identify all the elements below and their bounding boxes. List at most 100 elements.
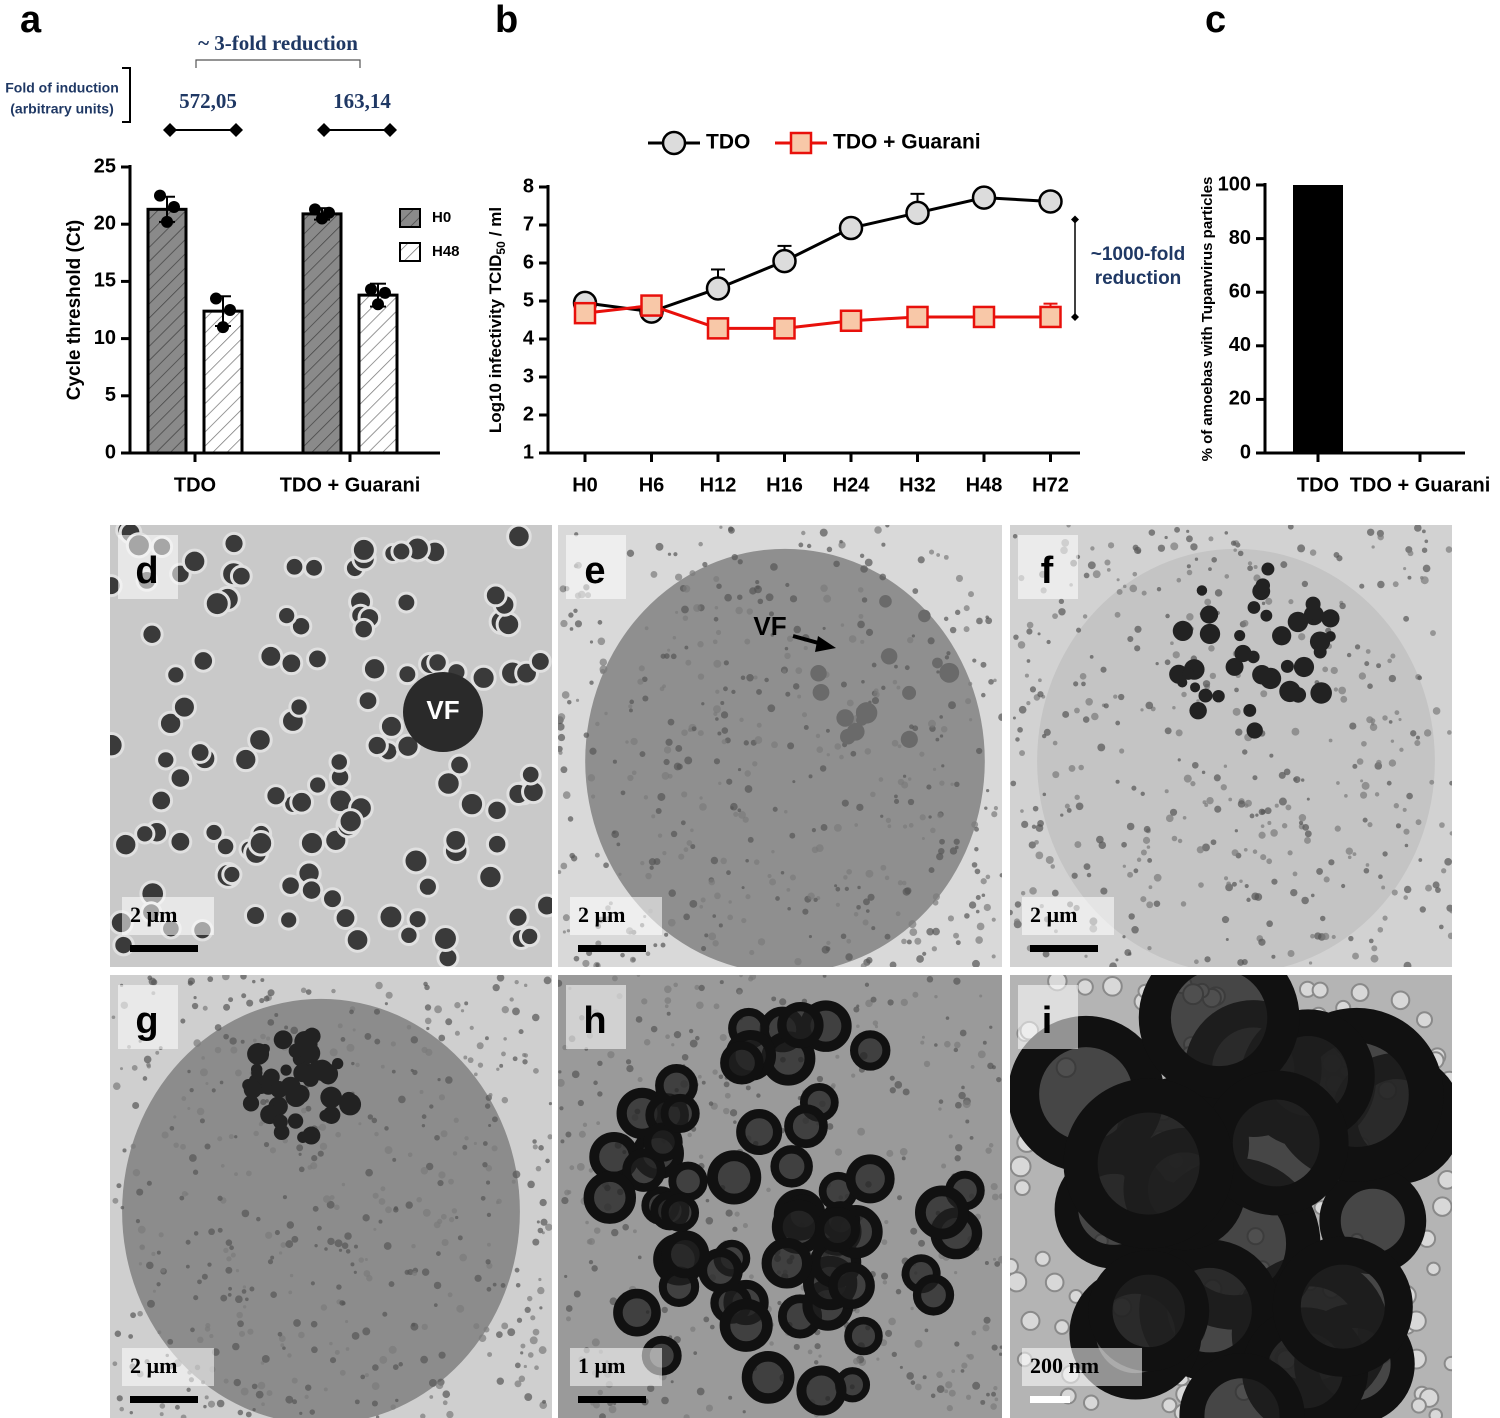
texture (501, 1096, 509, 1104)
texture (879, 573, 887, 581)
texture (305, 989, 312, 995)
factory-blob (1203, 1070, 1349, 1216)
texture (385, 1206, 392, 1214)
texture (882, 1280, 888, 1285)
micrograph (558, 975, 1002, 1418)
particle (247, 829, 275, 857)
texture (532, 1144, 538, 1150)
texture (480, 1195, 486, 1201)
particle (168, 829, 193, 854)
texture (217, 1195, 223, 1201)
texture (1097, 743, 1106, 752)
texture (1362, 817, 1368, 823)
texture (1140, 849, 1147, 856)
particle (157, 710, 184, 737)
texture (643, 1038, 651, 1046)
texture (1402, 807, 1407, 812)
texture (287, 1353, 292, 1358)
particle (518, 925, 541, 948)
texture (486, 1180, 491, 1185)
texture (255, 1390, 264, 1399)
texture (681, 605, 689, 614)
texture (857, 1127, 866, 1136)
texture (1368, 938, 1374, 944)
texture (1083, 572, 1090, 579)
texture (263, 1141, 270, 1148)
texture (637, 1077, 643, 1083)
texture (339, 1369, 346, 1376)
factory-blob (777, 1001, 824, 1049)
texture (1430, 630, 1436, 637)
texture (1177, 838, 1183, 844)
texture (434, 1134, 440, 1141)
texture (1155, 661, 1159, 666)
texture (1266, 858, 1273, 865)
texture (442, 1390, 451, 1399)
annotation: ~ 3-fold reduction (198, 31, 358, 55)
texture (1237, 800, 1246, 808)
texture (1202, 843, 1210, 852)
texture (657, 833, 663, 838)
texture (119, 1406, 125, 1412)
texture (675, 745, 683, 752)
texture (928, 815, 932, 819)
texture (473, 1323, 480, 1330)
scale-bar (1030, 1396, 1070, 1403)
factory-blob (1063, 1078, 1234, 1249)
particle (222, 531, 246, 556)
texture (975, 895, 981, 901)
texture (1322, 666, 1329, 673)
factory-blob (1199, 623, 1221, 645)
y-axis-label: Cycle threshold (Ct) (64, 220, 85, 401)
texture (1292, 871, 1298, 877)
texture (771, 996, 777, 1002)
texture (491, 1116, 498, 1123)
texture (1382, 915, 1388, 921)
texture (599, 658, 608, 666)
panel-label: d (135, 550, 158, 592)
texture (1089, 655, 1094, 659)
texture (1146, 901, 1154, 909)
texture (976, 922, 985, 931)
texture (329, 1341, 333, 1346)
texture (1228, 797, 1233, 802)
texture (740, 675, 746, 680)
texture (972, 1381, 981, 1390)
texture (301, 1107, 307, 1114)
particle (298, 829, 325, 857)
texture (934, 1043, 938, 1047)
texture (229, 1037, 237, 1045)
particle (402, 847, 430, 875)
texture (902, 774, 907, 778)
texture (236, 1311, 243, 1319)
particle (1432, 1196, 1452, 1217)
y-axis-label-text: Cycle threshold (Ct) (64, 220, 85, 401)
texture (954, 1341, 960, 1347)
texture (954, 1041, 961, 1049)
texture (486, 1212, 492, 1218)
texture (1417, 675, 1423, 681)
texture (358, 1257, 365, 1263)
texture (902, 824, 908, 829)
texture (1308, 961, 1313, 965)
texture (429, 1104, 434, 1109)
y-tick-label: 1 (523, 441, 534, 463)
texture (1186, 613, 1194, 621)
legend-marker (661, 130, 687, 156)
texture (797, 694, 802, 699)
texture (391, 1069, 396, 1074)
diamond (229, 123, 243, 137)
texture (713, 758, 721, 765)
texture (1186, 535, 1193, 543)
bar (146, 207, 188, 455)
texture (398, 1095, 406, 1104)
particle (243, 903, 268, 928)
factory-blob (1200, 605, 1219, 624)
texture (1249, 813, 1255, 819)
texture (931, 946, 937, 952)
texture (1066, 525, 1071, 528)
texture (999, 873, 1002, 878)
texture (1165, 814, 1174, 823)
texture (672, 636, 677, 640)
texture (1209, 672, 1217, 680)
